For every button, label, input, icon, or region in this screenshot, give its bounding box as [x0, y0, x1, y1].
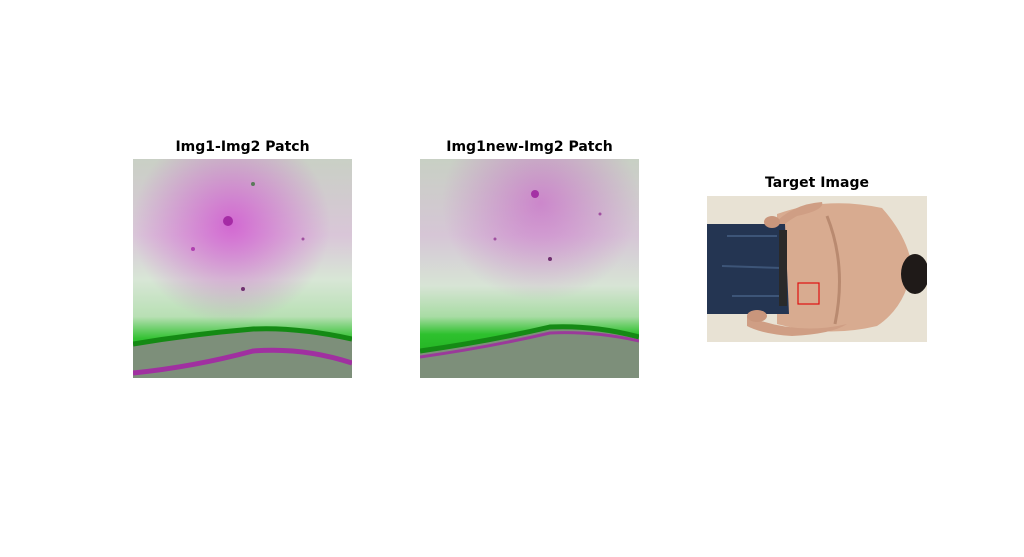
- panel-1-title: Img1-Img2 Patch: [175, 139, 310, 155]
- panel-2-title: Img1new-Img2 Patch: [446, 139, 613, 155]
- panel-3-image: [707, 196, 927, 342]
- target-roi-box: [797, 282, 820, 305]
- panel-3-title: Target Image: [765, 175, 869, 191]
- panel-2-image: [420, 159, 639, 378]
- panel-1-image: [133, 159, 352, 378]
